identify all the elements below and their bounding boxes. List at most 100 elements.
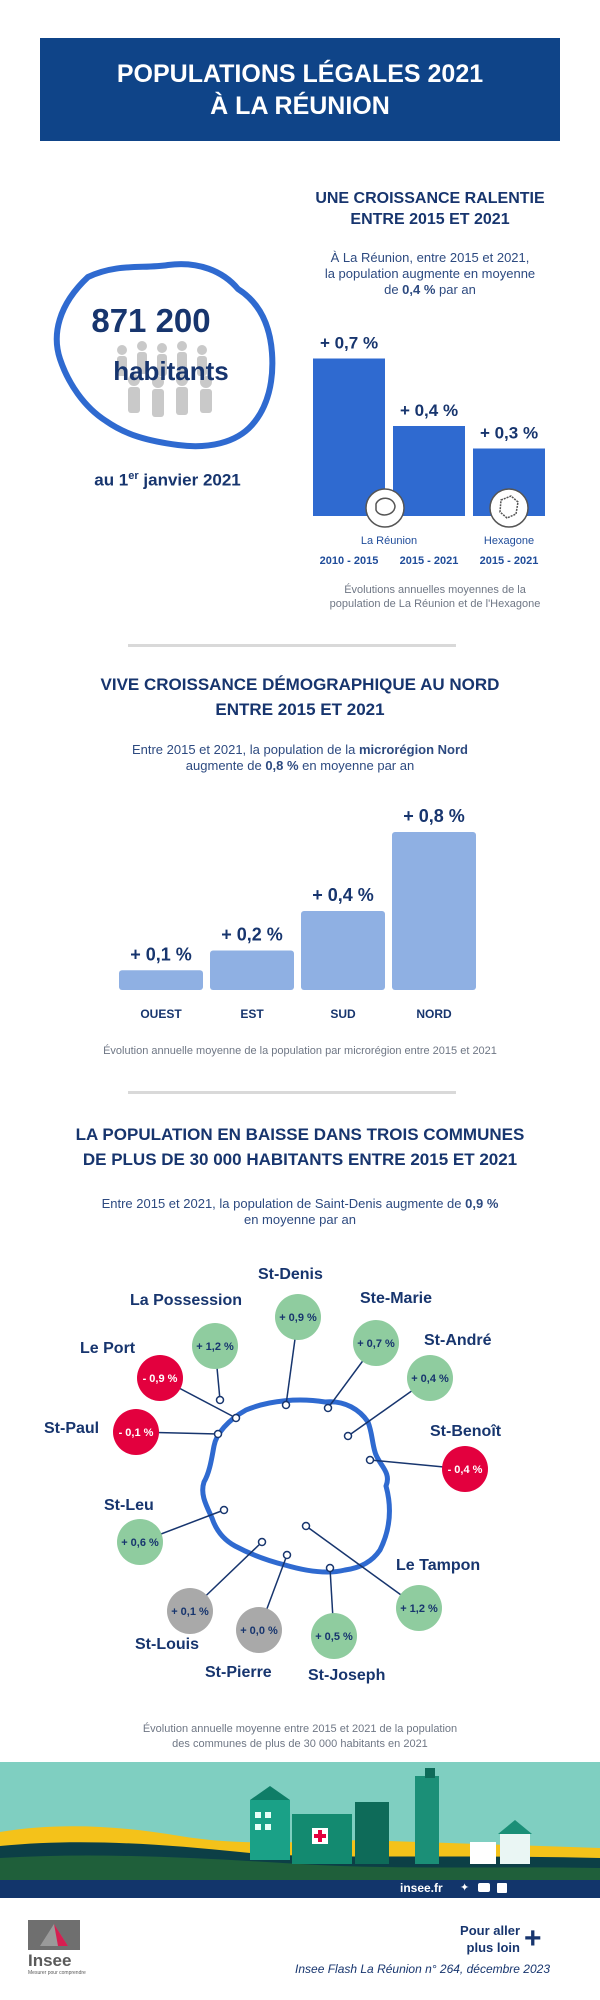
communes-title: LA POPULATION EN BAISSE DANS TROIS COMMU…: [20, 1122, 580, 1172]
micro-bar-label: + 0,8 %: [403, 806, 465, 826]
micro-bar: [210, 950, 294, 990]
commune-bubble: [311, 1613, 357, 1659]
growth-description: À La Réunion, entre 2015 et 2021, la pop…: [285, 250, 575, 298]
communes-title-line1: LA POPULATION EN BAISSE DANS TROIS COMMU…: [75, 1125, 525, 1144]
communes-description: Entre 2015 et 2021, la population de Sai…: [20, 1196, 580, 1228]
growth-caption: Évolutions annuelles moyennes de la popu…: [290, 583, 580, 611]
population-value: 871 200: [91, 302, 211, 339]
micro-bar-label: + 0,2 %: [221, 925, 283, 945]
commune-location-dot: [323, 1403, 333, 1413]
growth-title-line1: UNE CROISSANCE RALENTIE: [315, 190, 545, 207]
commune-location-dot: [365, 1455, 375, 1465]
commune-bubble: [275, 1294, 321, 1340]
growth-title-line2: ENTRE 2015 ET 2021: [350, 211, 510, 228]
commune-value: + 1,2 %: [400, 1603, 438, 1615]
micro-title-line1: VIVE CROISSANCE DÉMOGRAPHIQUE AU NORD: [100, 675, 500, 694]
publication-reference: Insee Flash La Réunion n° 264, décembre …: [295, 1962, 550, 1976]
growth-bar-chart: + 0,7 % 2010 - 2015 + 0,4 % 2015 - 2021 + 0,…: [313, 334, 545, 567]
twitter-icon[interactable]: ✦: [460, 1882, 470, 1894]
commune-value: + 0,1 %: [171, 1606, 209, 1618]
commune-name: St-Denis: [258, 1266, 323, 1283]
commune-name: Le Tampon: [396, 1557, 481, 1574]
growth-title: UNE CROISSANCE RALENTIE ENTRE 2015 ET 20…: [285, 188, 575, 230]
micro-desc2-pre: augmente de: [185, 758, 266, 773]
commune-name: Ste-Marie: [360, 1290, 433, 1307]
youtube-icon[interactable]: [478, 1883, 490, 1892]
group-label-reunion: La Réunion: [361, 535, 417, 547]
insee-logo-text: Insee: [28, 1951, 72, 1970]
insee-logo-mark-icon: [40, 1924, 68, 1946]
micro-caption: Évolution annuelle moyenne de la populat…: [103, 1045, 497, 1057]
micro-bar: [392, 832, 476, 990]
commune-location-dot: [343, 1431, 353, 1441]
micro-category-label: SUD: [330, 1007, 356, 1021]
people-crowd-icon: [117, 341, 212, 417]
growth-category-label: 2010 - 2015: [320, 555, 379, 567]
commune-location-dot: [301, 1521, 311, 1531]
more-line1: Pour aller: [460, 1923, 520, 1938]
commune-value: + 1,2 %: [196, 1341, 234, 1353]
communes-desc-bold: 0,9 %: [465, 1196, 499, 1211]
micro-desc-pre: Entre 2015 et 2021, la population de la: [131, 742, 359, 757]
hexagone-map-icon: [489, 488, 529, 528]
commune-bubble: [113, 1409, 159, 1455]
commune-location-dot: [257, 1537, 267, 1547]
more-link[interactable]: Pour aller plus loin: [440, 1922, 520, 1956]
commune-name: St-Paul: [44, 1420, 100, 1437]
commune-bubble: [396, 1585, 442, 1631]
commune-name: St-André: [424, 1332, 492, 1349]
commune-name: Le Port: [80, 1340, 136, 1357]
commune-value: + 0,9 %: [279, 1312, 317, 1324]
plus-icon[interactable]: +: [524, 1922, 542, 1955]
communes-map: + 0,9 % + 0,7 % + 0,4 % - 0,4 % + 1,2 % + 0,5…: [113, 1294, 488, 1659]
commune-name: St-Pierre: [205, 1664, 272, 1681]
commune-value: - 0,4 %: [448, 1464, 483, 1476]
micro-desc-bold: microrégion Nord: [358, 742, 469, 757]
header-title-line2: À LA RÉUNION: [210, 92, 390, 120]
commune-location-dot: [281, 1400, 291, 1410]
micro-title-line2: ENTRE 2015 ET 2021: [215, 700, 385, 719]
growth-bar: [313, 358, 385, 516]
growth-category-label: 2015 - 2021: [400, 555, 459, 567]
growth-caption-line1: Évolutions annuelles moyennes de la: [344, 584, 526, 596]
insee-logo: [28, 1920, 80, 1950]
footer-bar: insee.fr ✦: [0, 1880, 600, 1898]
commune-bubble: [442, 1446, 488, 1492]
commune-bubble: [236, 1607, 282, 1653]
communes-caption: Évolution annuelle moyenne entre 2015 et…: [20, 1722, 580, 1752]
micro-desc2-bold: 0,8 %: [265, 758, 299, 773]
commune-location-dot: [213, 1429, 223, 1439]
header-title-line1: POPULATIONS LÉGALES 2021: [116, 60, 484, 88]
divider-2: [128, 1091, 456, 1094]
commune-location-dot: [231, 1413, 241, 1423]
communes-caption-line1: Évolution annuelle moyenne entre 2015 et…: [142, 1723, 458, 1735]
more-line2: plus loin: [466, 1940, 520, 1955]
micro-description: Entre 2015 et 2021, la population de la …: [20, 742, 580, 774]
communes-desc-pre: Entre 2015 et 2021, la population de Sai…: [101, 1196, 466, 1211]
micro-category-label: NORD: [416, 1007, 452, 1021]
commune-location-dot: [219, 1505, 229, 1515]
growth-bar: [393, 426, 465, 516]
commune-name: St-Louis: [135, 1636, 199, 1653]
growth-bar-label: + 0,7 %: [320, 334, 378, 353]
commune-name: St-Joseph: [308, 1667, 386, 1684]
commune-value: - 0,9 %: [143, 1373, 178, 1385]
growth-desc-pre: de: [384, 282, 403, 297]
commune-bubble: [167, 1588, 213, 1634]
divider-1: [128, 644, 456, 647]
header-banner: POPULATIONS LÉGALES 2021 À LA RÉUNION: [40, 38, 560, 141]
micro-bar: [301, 911, 385, 990]
growth-bar-label: + 0,4 %: [400, 401, 458, 420]
micro-bar-label: + 0,4 %: [312, 885, 374, 905]
site-link[interactable]: insee.fr: [400, 1881, 443, 1895]
commune-name: St-Leu: [104, 1497, 154, 1514]
reunion-map-icon: [365, 488, 405, 528]
growth-category-label: 2015 - 2021: [480, 555, 539, 567]
linkedin-icon[interactable]: [497, 1883, 507, 1893]
commune-bubble: [117, 1519, 163, 1565]
commune-value: + 0,4 %: [411, 1373, 449, 1385]
footer-illustration: [0, 1762, 600, 1880]
commune-value: - 0,1 %: [119, 1427, 154, 1439]
reunion-outline-icon: [53, 261, 276, 450]
commune-name: St-Benoît: [430, 1423, 502, 1440]
